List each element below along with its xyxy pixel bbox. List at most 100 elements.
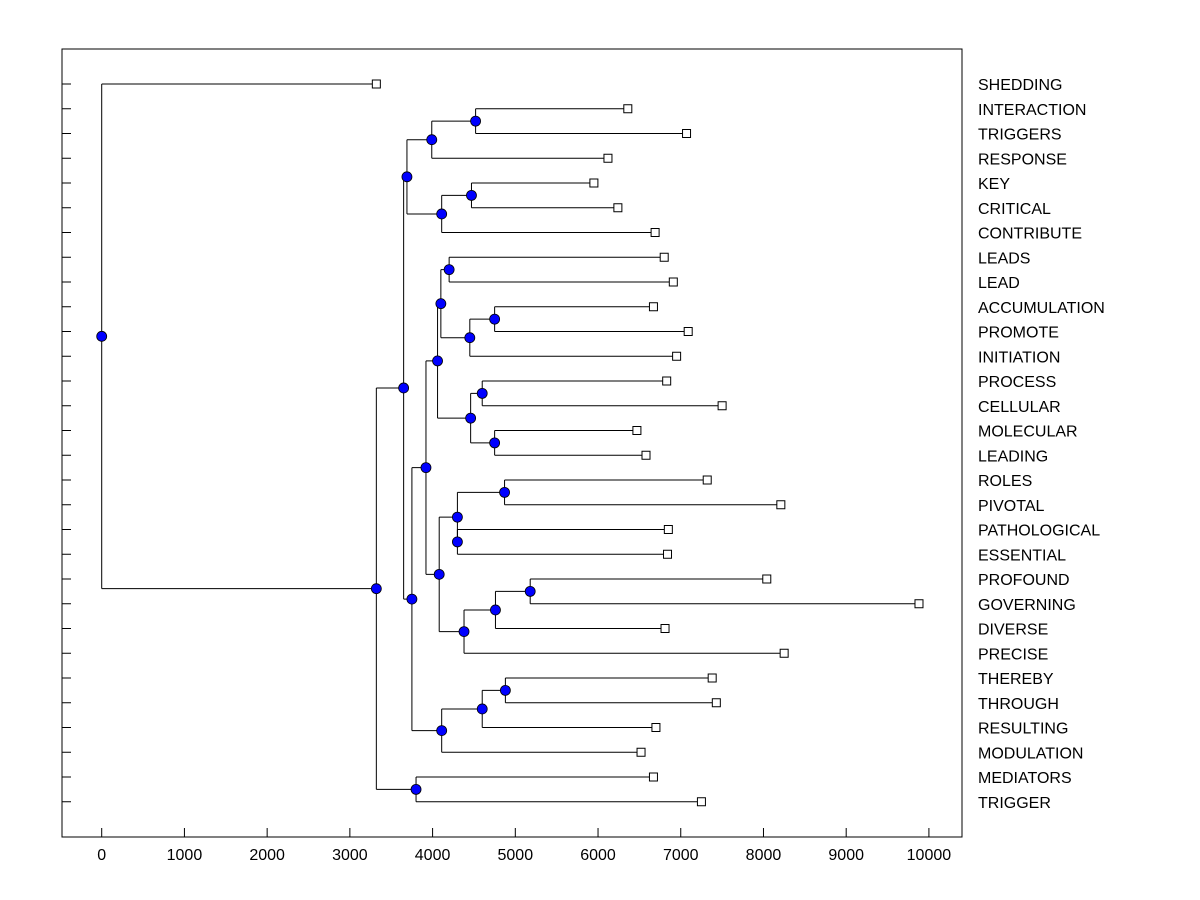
merge-node-n17 bbox=[524, 585, 536, 597]
leaf-label: PROFOUND bbox=[978, 572, 1070, 589]
leaf-label: TRIGGERS bbox=[978, 127, 1062, 144]
leaf-marker bbox=[762, 574, 772, 584]
merge-node-n7 bbox=[489, 313, 501, 325]
leaf-marker bbox=[707, 673, 717, 683]
leaf-label: SHEDDING bbox=[978, 77, 1062, 94]
leaf-marker bbox=[702, 475, 712, 485]
leaf-marker bbox=[711, 698, 721, 708]
merge-node-n27 bbox=[410, 783, 422, 795]
leaf-label: PROCESS bbox=[978, 374, 1056, 391]
leaf-marker bbox=[914, 599, 924, 609]
leaf-marker bbox=[660, 624, 670, 633]
x-tick-label: 4000 bbox=[415, 847, 451, 864]
plot-frame bbox=[61, 48, 963, 838]
leaf-label: TRIGGER bbox=[978, 795, 1051, 812]
leaf-marker bbox=[603, 153, 613, 163]
leaf-marker bbox=[623, 104, 633, 114]
merge-node-n18 bbox=[490, 604, 501, 616]
merge-node-n15 bbox=[452, 536, 463, 548]
merge-node-n20 bbox=[433, 568, 445, 580]
merge-node-n2 bbox=[426, 134, 438, 146]
leaf-marker bbox=[641, 450, 651, 460]
leaf-label: PRECISE bbox=[978, 646, 1048, 663]
merge-node-n13 bbox=[432, 355, 443, 367]
leaf-label: PATHOLOGICAL bbox=[978, 523, 1100, 540]
leaf-label: THEREBY bbox=[978, 671, 1054, 688]
leaf-marker bbox=[776, 500, 786, 510]
leaf-marker bbox=[650, 228, 660, 237]
leaf-label: CONTRIBUTE bbox=[978, 226, 1082, 243]
merge-node-n19 bbox=[458, 626, 470, 637]
leaf-marker bbox=[613, 203, 623, 213]
merge-node-n10 bbox=[476, 387, 488, 399]
leaf-marker bbox=[683, 327, 693, 336]
leaf-labels: SHEDDING INTERACTION TRIGGERS RESPONSE KEY CR… bbox=[978, 77, 1105, 812]
merge-node-n4 bbox=[436, 208, 448, 220]
x-tick-label: 0 bbox=[97, 847, 106, 864]
merge-node-n14 bbox=[499, 486, 510, 498]
leaf-label: CELLULAR bbox=[978, 399, 1061, 416]
x-axis: 0 1000 2000 3000 4000 5000 6000 7000 8000 9000 100… bbox=[97, 828, 951, 864]
leaf-marker bbox=[668, 277, 678, 287]
leaf-marker bbox=[662, 376, 672, 386]
x-tick-label: 8000 bbox=[746, 847, 782, 864]
leaf-label: MODULATION bbox=[978, 745, 1083, 762]
leaf-label: MEDIATORS bbox=[978, 770, 1072, 787]
leaf-marker bbox=[779, 648, 789, 658]
leaf-marker bbox=[371, 79, 381, 89]
x-tick-label: 10000 bbox=[907, 847, 952, 864]
x-tick-label: 9000 bbox=[828, 847, 864, 864]
leaf-label: RESULTING bbox=[978, 721, 1068, 738]
leaf-markers bbox=[371, 79, 924, 807]
x-tick-label: 6000 bbox=[580, 847, 616, 864]
merge-node-n22 bbox=[499, 684, 511, 696]
leaf-marker bbox=[663, 549, 673, 559]
leaf-label: PROMOTE bbox=[978, 325, 1059, 342]
x-tick-label: 3000 bbox=[332, 847, 368, 864]
leaf-label: KEY bbox=[978, 176, 1010, 193]
leaf-label: RESPONSE bbox=[978, 151, 1067, 168]
x-tick-label: 5000 bbox=[498, 847, 534, 864]
row-ticks bbox=[62, 83, 71, 803]
merge-node-n29 bbox=[96, 330, 108, 342]
leaf-label: INTERACTION bbox=[978, 102, 1086, 119]
leaf-label: CRITICAL bbox=[978, 201, 1051, 218]
leaf-label: GOVERNING bbox=[978, 597, 1076, 614]
leaf-marker bbox=[648, 772, 658, 782]
leaf-marker bbox=[717, 401, 727, 411]
leaf-marker bbox=[589, 178, 599, 188]
leaf-marker bbox=[682, 129, 692, 138]
merge-node-n6 bbox=[443, 264, 455, 276]
leaf-label: THROUGH bbox=[978, 696, 1059, 713]
merge-node-n8 bbox=[464, 332, 476, 344]
merge-node-n28 bbox=[370, 583, 382, 595]
leaf-marker bbox=[651, 723, 661, 732]
leaf-marker bbox=[636, 747, 646, 757]
leaf-marker bbox=[672, 351, 682, 361]
leaf-marker bbox=[659, 252, 669, 262]
leaf-label: LEAD bbox=[978, 275, 1020, 292]
merge-node-n11 bbox=[489, 437, 501, 449]
merge-node-n5 bbox=[401, 171, 413, 183]
leaf-label: MOLECULAR bbox=[978, 424, 1078, 441]
leaf-marker bbox=[663, 525, 673, 534]
leaf-label: LEADING bbox=[978, 448, 1048, 465]
merge-node-n9 bbox=[435, 298, 447, 310]
merge-node-n26 bbox=[398, 382, 410, 394]
leaf-marker bbox=[696, 797, 706, 807]
merge-node-n3 bbox=[466, 189, 477, 201]
merge-node-n25 bbox=[406, 593, 418, 605]
merge-node-n23 bbox=[476, 703, 488, 715]
x-tick-label: 1000 bbox=[167, 847, 203, 864]
leaf-marker bbox=[648, 302, 658, 312]
leaf-label: ACCUMULATION bbox=[978, 300, 1105, 317]
merge-nodes bbox=[96, 115, 536, 795]
leaf-label: ESSENTIAL bbox=[978, 547, 1066, 564]
leaf-label: PIVOTAL bbox=[978, 498, 1044, 515]
leaf-label: INITIATION bbox=[978, 349, 1060, 366]
leaf-label: ROLES bbox=[978, 473, 1032, 490]
merge-node-n16 bbox=[452, 511, 463, 523]
merge-node-n1 bbox=[470, 115, 482, 127]
merge-node-n12 bbox=[465, 412, 477, 424]
